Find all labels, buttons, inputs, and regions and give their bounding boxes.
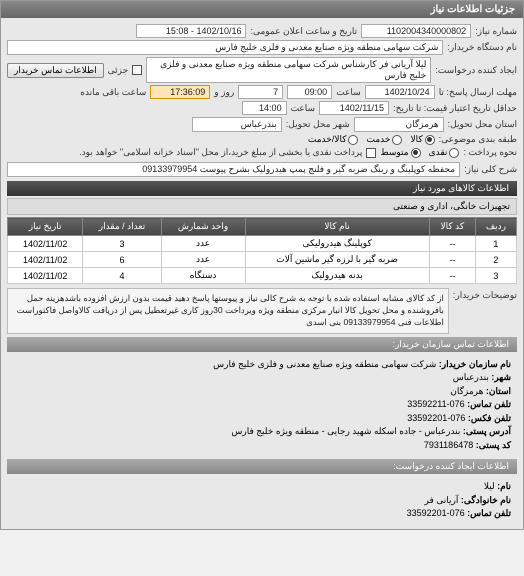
buyer-field: شرکت سهامی منطقه ویژه صنایع معدنی و فلزی…: [7, 40, 443, 55]
table-header: واحد شمارش: [161, 218, 245, 236]
table-header: تاریخ نیاز: [8, 218, 83, 236]
category-row: تجهیزات خانگی، اداری و صنعتی: [7, 198, 517, 215]
packaging-label: طبقه بندی موضوعی:: [439, 134, 517, 145]
panel-title: جزئیات اطلاعات نیاز: [1, 1, 523, 18]
table-row[interactable]: 1--کوپلینگ هیدرولیکیعدد31402/11/02: [8, 236, 517, 252]
remain-label: ساعت باقی مانده: [80, 87, 146, 98]
contact-subheader: اطلاعات تماس سازمان خریدار:: [7, 337, 517, 352]
time-label-1: ساعت: [336, 87, 361, 98]
radio-mid[interactable]: [411, 148, 421, 158]
deadline-label: مهلت ارسال پاسخ: تا: [439, 87, 517, 98]
remain-time-field: 17:36:09: [150, 85, 210, 99]
table-row[interactable]: 3--بدنه هیدرولیکدستگاه41402/11/02: [8, 268, 517, 284]
days-label: روز و: [214, 87, 234, 98]
validity-label: حداقل تاریخ اعتبار قیمت: تا تاریخ:: [393, 103, 517, 114]
announce-field: 1402/10/16 - 15:08: [136, 24, 246, 38]
province-field: هرمزگان: [354, 117, 444, 132]
need-label: شرح کلی نیاز:: [464, 164, 517, 175]
city-label: شهر محل تحویل:: [286, 119, 350, 130]
payment-label: نحوه پرداخت :: [463, 147, 517, 158]
deadline-time-field: 09:00: [287, 85, 332, 99]
packaging-radio-group: کالا خدمت کالا/خدمت: [308, 134, 435, 145]
radio-goods[interactable]: [425, 135, 435, 145]
payment-radio-group: نقدی متوسط: [380, 147, 459, 158]
req-num-field: 1102004340000802: [361, 24, 471, 38]
need-text-field: محفظه کوپلینگ و رینگ ضربه گیر و فلنج پمپ…: [7, 162, 460, 177]
creator-section: نام: لیلا نام خانوادگی: آریانی فر تلفن ت…: [7, 476, 517, 525]
table-row[interactable]: 2--ضربه گیر با لرزه گیر ماشین آلاتعدد614…: [8, 252, 517, 268]
partial-checkbox[interactable]: [132, 65, 142, 75]
table-header: نام کالا: [245, 218, 429, 236]
payment-after-label: پرداخت نقدی یا بخشی از مبلغ خرید،از محل …: [79, 147, 362, 158]
days-field: 7: [238, 85, 283, 99]
deadline-date-field: 1402/10/24: [365, 85, 435, 99]
goods-table: ردیفکد کالانام کالاواحد شمارشتعداد / مقد…: [7, 217, 517, 284]
city-field: بندرعباس: [192, 117, 282, 132]
table-header: کد کالا: [429, 218, 475, 236]
radio-service[interactable]: [392, 135, 402, 145]
contact-section: نام سازمان خریدار: شرکت سهامی منطقه ویژه…: [7, 354, 517, 457]
contact-buyer-button[interactable]: اطلاعات تماس خریدار: [7, 63, 104, 78]
requester-label: ایجاد کننده درخواست:: [435, 65, 517, 76]
table-header: تعداد / مقدار: [83, 218, 161, 236]
province-label: استان محل تحویل:: [448, 119, 517, 130]
radio-goods-service[interactable]: [348, 135, 358, 145]
radio-cash[interactable]: [449, 148, 459, 158]
buyer-label: نام دستگاه خریدار:: [447, 42, 517, 53]
requester-field: لیلا آریانی فر کارشناس شرکت سهامی منطقه …: [146, 57, 431, 83]
notes-box: از کد کالای مشابه استفاده شده با توجه به…: [7, 288, 449, 334]
partial-label: جزئی: [108, 65, 129, 76]
notes-label: توضیحات خریدار:: [453, 288, 517, 301]
goods-section-header: اطلاعات کالاهای مورد نیاز: [7, 181, 517, 196]
announce-label: تاریخ و ساعت اعلان عمومی:: [250, 26, 357, 37]
validity-date-field: 1402/11/15: [319, 101, 389, 115]
time-label-2: ساعت: [291, 103, 316, 114]
creator-subheader: اطلاعات ایجاد کننده درخواست:: [7, 459, 517, 474]
details-panel: جزئیات اطلاعات نیاز شماره نیاز: 11020043…: [0, 0, 524, 530]
table-header: ردیف: [475, 218, 516, 236]
treasury-checkbox[interactable]: [366, 148, 376, 158]
req-num-label: شماره نیاز:: [475, 26, 517, 37]
validity-time-field: 14:00: [242, 101, 287, 115]
